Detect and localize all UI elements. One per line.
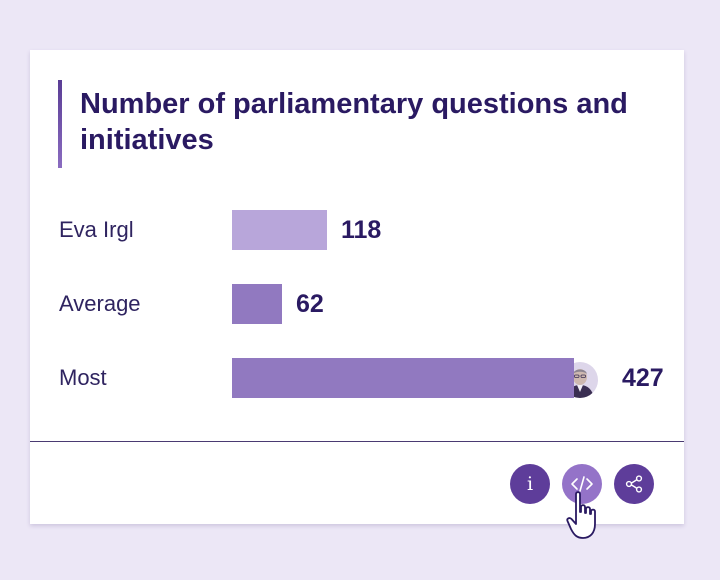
embed-button[interactable]	[562, 464, 602, 504]
info-icon: i	[526, 473, 534, 495]
title-accent-bar	[58, 80, 62, 168]
chart-card: Number of parliamentary questions and in…	[30, 50, 684, 524]
code-icon	[571, 476, 593, 492]
share-icon	[625, 475, 643, 493]
bar	[232, 210, 327, 250]
bar-value-label: 427	[622, 364, 664, 392]
card-title: Number of parliamentary questions and in…	[80, 88, 628, 156]
bar-value-label: 118	[341, 216, 382, 244]
bar-label: Most	[59, 365, 107, 390]
bar-label: Average	[59, 291, 141, 316]
bar	[232, 284, 282, 324]
bar-value-label: 62	[296, 290, 324, 318]
footer-divider	[30, 441, 684, 442]
share-button[interactable]	[614, 464, 654, 504]
bar-label: Eva Irgl	[59, 217, 134, 242]
bar	[232, 358, 574, 398]
info-button[interactable]: i	[510, 464, 550, 504]
